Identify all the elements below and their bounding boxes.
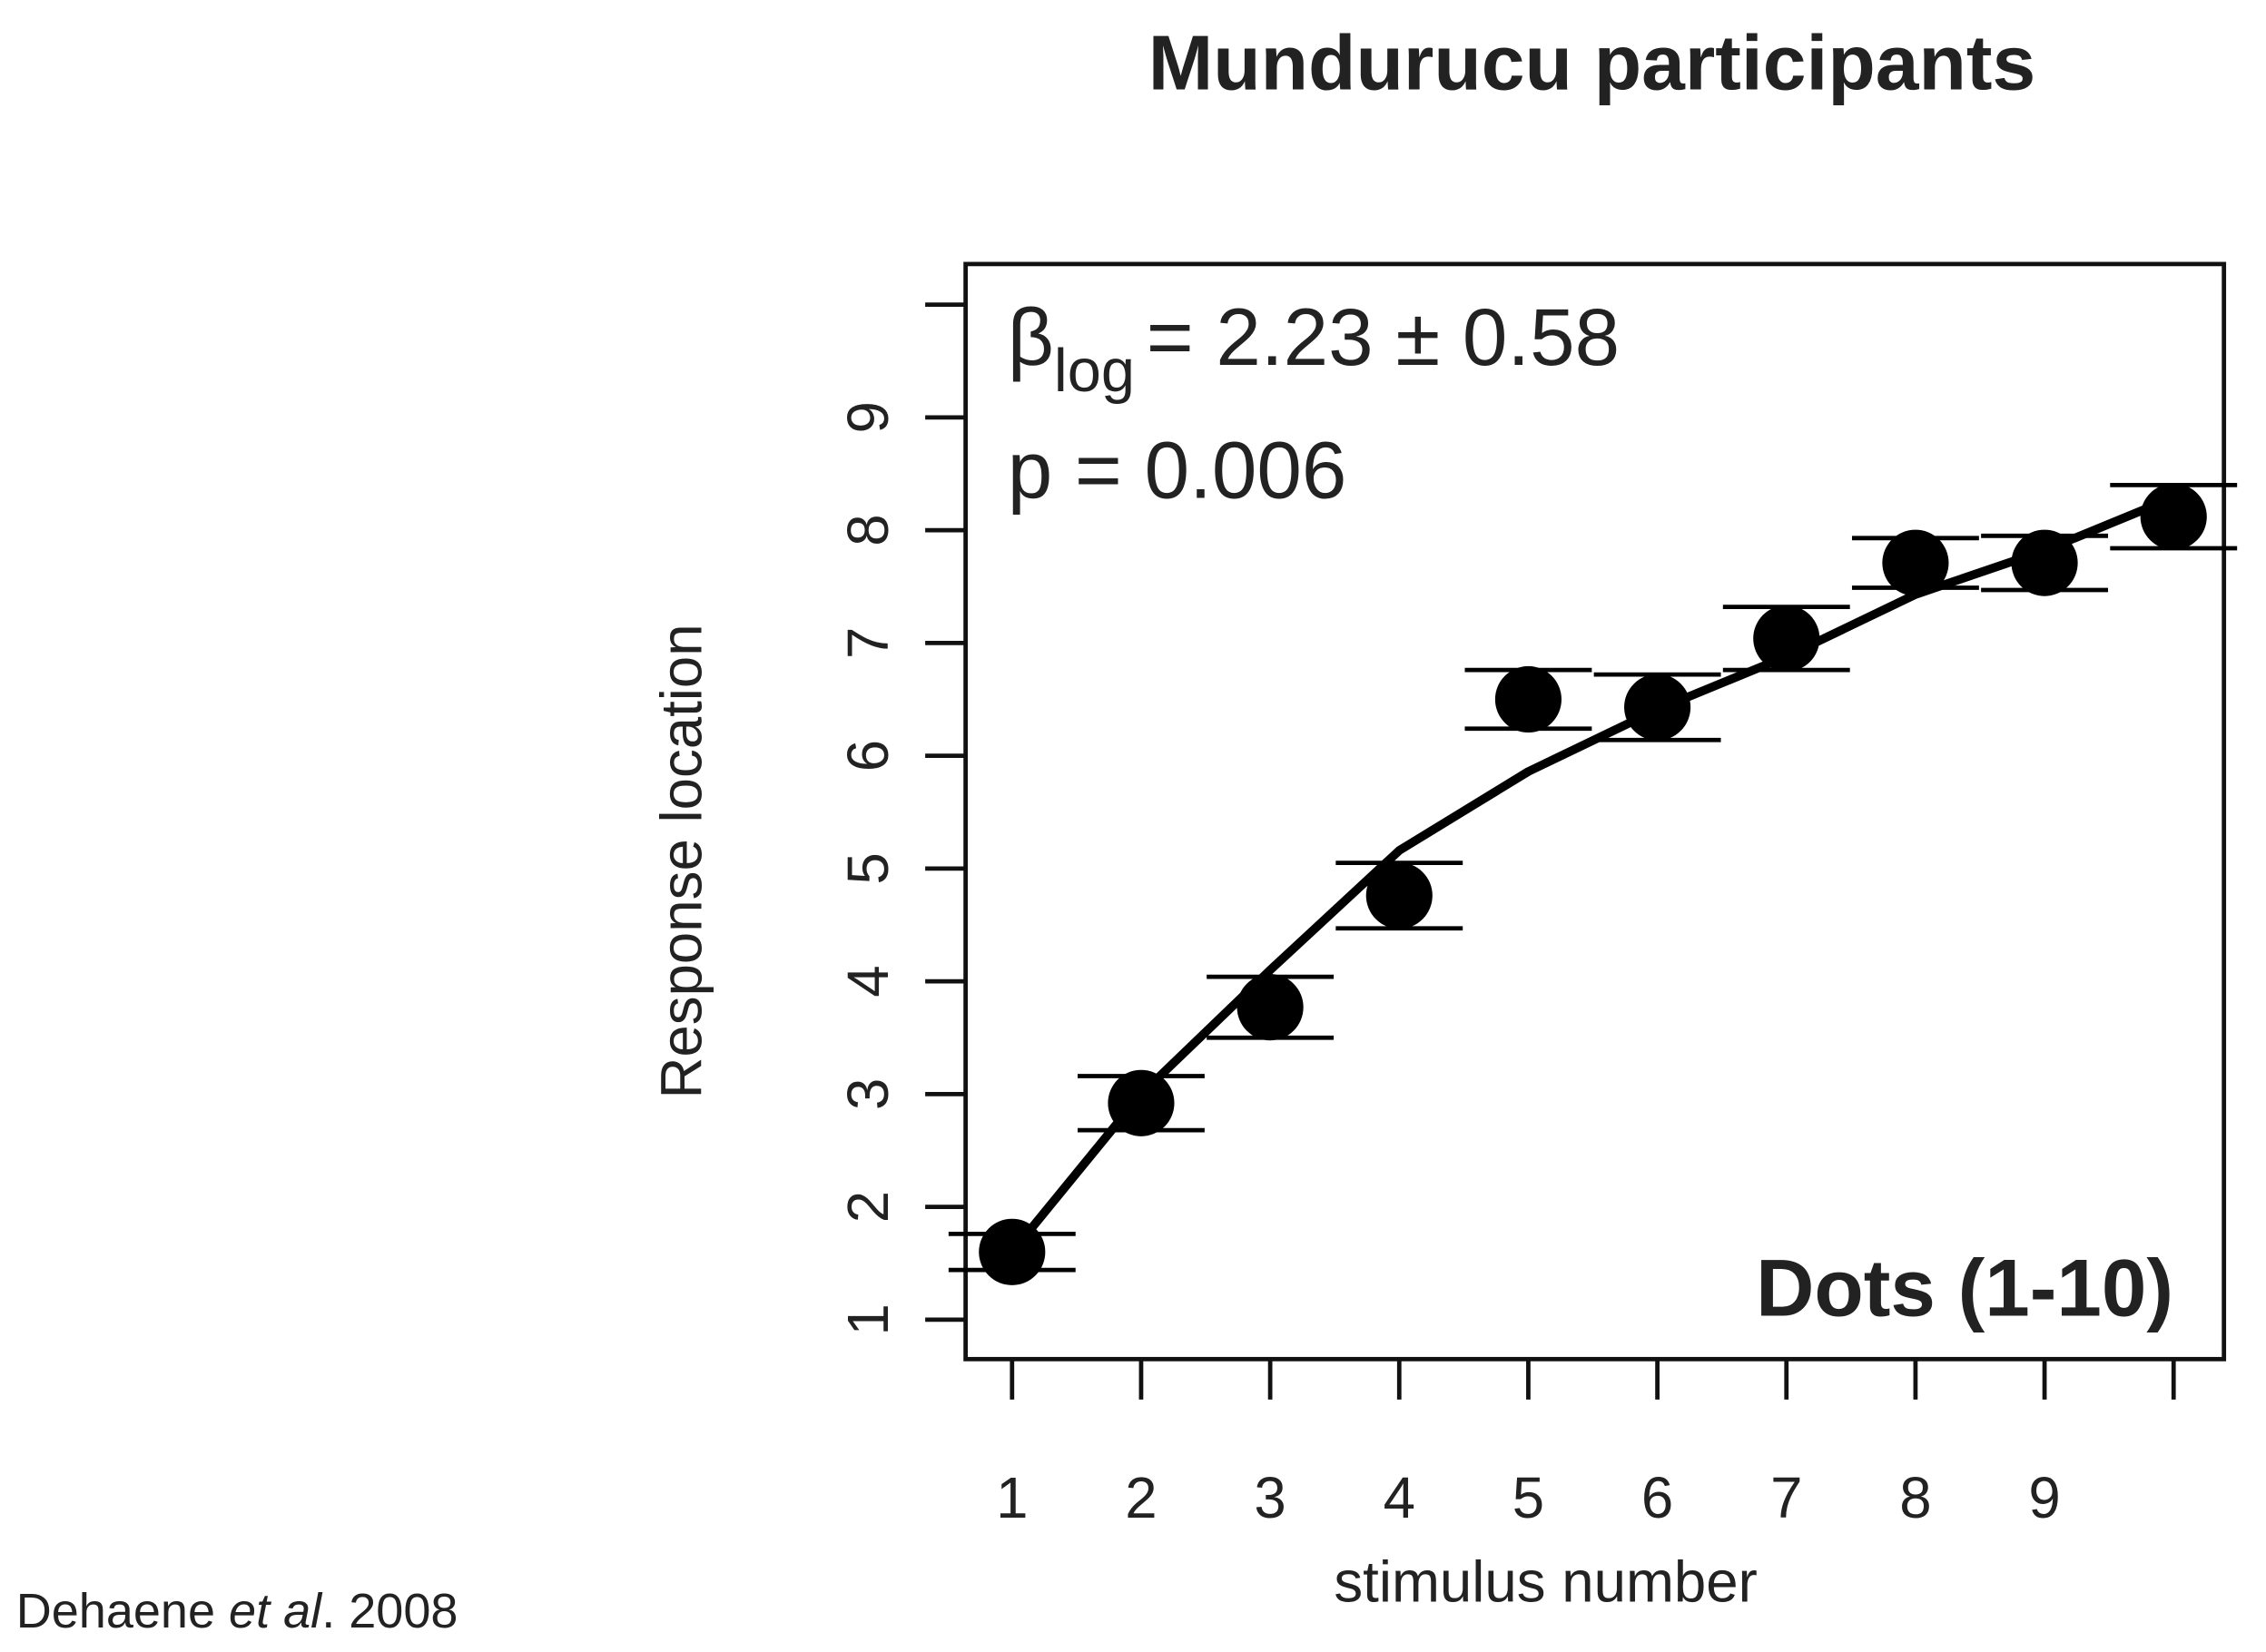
- x-tick-label: 4: [1384, 1466, 1415, 1530]
- p-annotation: p = 0.006: [1008, 424, 1347, 515]
- y-tick-label: 5: [836, 852, 901, 884]
- beta-annotation: βlog = 2.23 ± 0.58: [1008, 291, 1620, 405]
- data-point: [1236, 974, 1304, 1041]
- data-point: [2011, 529, 2078, 596]
- data-point: [1108, 1069, 1175, 1136]
- data-point: [1494, 665, 1562, 733]
- x-tick-label: 3: [1254, 1466, 1286, 1530]
- citation-etal: et al: [229, 1584, 323, 1638]
- y-tick-label: 4: [836, 965, 901, 997]
- chart-title: Mundurucu participants: [1148, 20, 2036, 107]
- y-tick-label: 1: [836, 1303, 901, 1335]
- citation: Dehaene et al. 2008: [16, 1584, 458, 1638]
- beta-text: = 2.23 ± 0.58: [1147, 291, 1620, 382]
- condition-label: Dots (1-10): [1756, 1243, 2173, 1333]
- citation-year: . 2008: [321, 1584, 458, 1638]
- x-tick-label: 1: [996, 1466, 1028, 1530]
- beta-symbol: β: [1008, 291, 1054, 382]
- data-point: [1882, 529, 1949, 596]
- y-tick-label: 3: [836, 1078, 901, 1110]
- y-tick-label: 7: [836, 627, 901, 659]
- data-point: [979, 1218, 1046, 1285]
- x-tick-label: 2: [1125, 1466, 1157, 1530]
- y-tick-label: 2: [836, 1191, 901, 1223]
- data-point: [1753, 605, 1820, 672]
- plot-frame: [963, 261, 2227, 1362]
- data-point: [1624, 674, 1691, 741]
- citation-author: Dehaene: [16, 1584, 229, 1638]
- x-axis-label: stimulus number: [1334, 1549, 1757, 1614]
- y-axis-label: Response location: [650, 624, 714, 1098]
- x-tick-label: 7: [1770, 1466, 1802, 1530]
- x-tick-label: 6: [1641, 1466, 1673, 1530]
- y-tick-label: 6: [836, 740, 901, 772]
- x-tick-label: 8: [1899, 1466, 1931, 1530]
- y-tick-label: 8: [836, 514, 901, 546]
- x-tick-label: 9: [2028, 1466, 2060, 1530]
- fit-curve: [1009, 493, 2176, 1255]
- data-point: [1365, 862, 1433, 929]
- y-tick-label: 9: [836, 401, 901, 433]
- data-point: [2140, 483, 2207, 550]
- x-tick-label: 5: [1512, 1466, 1544, 1530]
- beta-subscript: log: [1054, 338, 1135, 405]
